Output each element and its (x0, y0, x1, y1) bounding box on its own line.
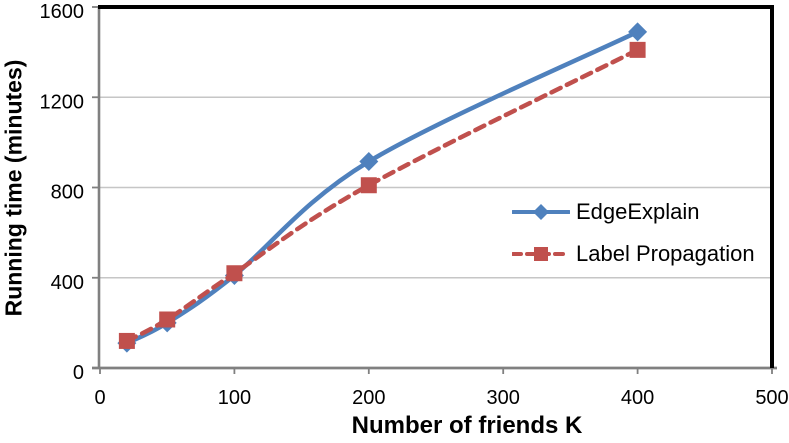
axes (92, 6, 777, 374)
y-tick-label: 800 (51, 182, 84, 204)
edgeexplain-line-sample-icon (512, 204, 570, 220)
x-tick-label: 200 (352, 387, 385, 409)
x-tick-label: 500 (755, 387, 788, 409)
x-tick-label: 0 (94, 387, 105, 409)
legend-item-edgeexplain: EdgeExplain (512, 198, 755, 226)
y-tick-label: 1600 (40, 1, 85, 23)
series-label-propagation (118, 41, 646, 349)
legend-label-label-propagation: Label Propagation (576, 241, 755, 266)
x-tick-label: 300 (487, 387, 520, 409)
y-axis-title: Running time (minutes) (0, 59, 27, 317)
gridlines (100, 96, 770, 279)
y-tick-label: 1200 (40, 91, 85, 113)
legend-label-edgeexplain: EdgeExplain (576, 199, 700, 224)
tick-labels: 0 400 800 1200 1600 0 100 200 300 400 500 (40, 1, 789, 409)
y-tick-label: 0 (73, 362, 84, 384)
label-propagation-line-sample-icon (512, 247, 570, 261)
x-tick-label: 400 (621, 387, 654, 409)
legend: EdgeExplain Label Propagation (512, 198, 755, 282)
plot-border (98, 5, 774, 368)
y-tick-label: 400 (51, 272, 84, 294)
x-axis-title: Number of friends K (351, 412, 583, 439)
x-tick-label: 100 (218, 387, 251, 409)
legend-item-label-propagation: Label Propagation (512, 240, 755, 268)
